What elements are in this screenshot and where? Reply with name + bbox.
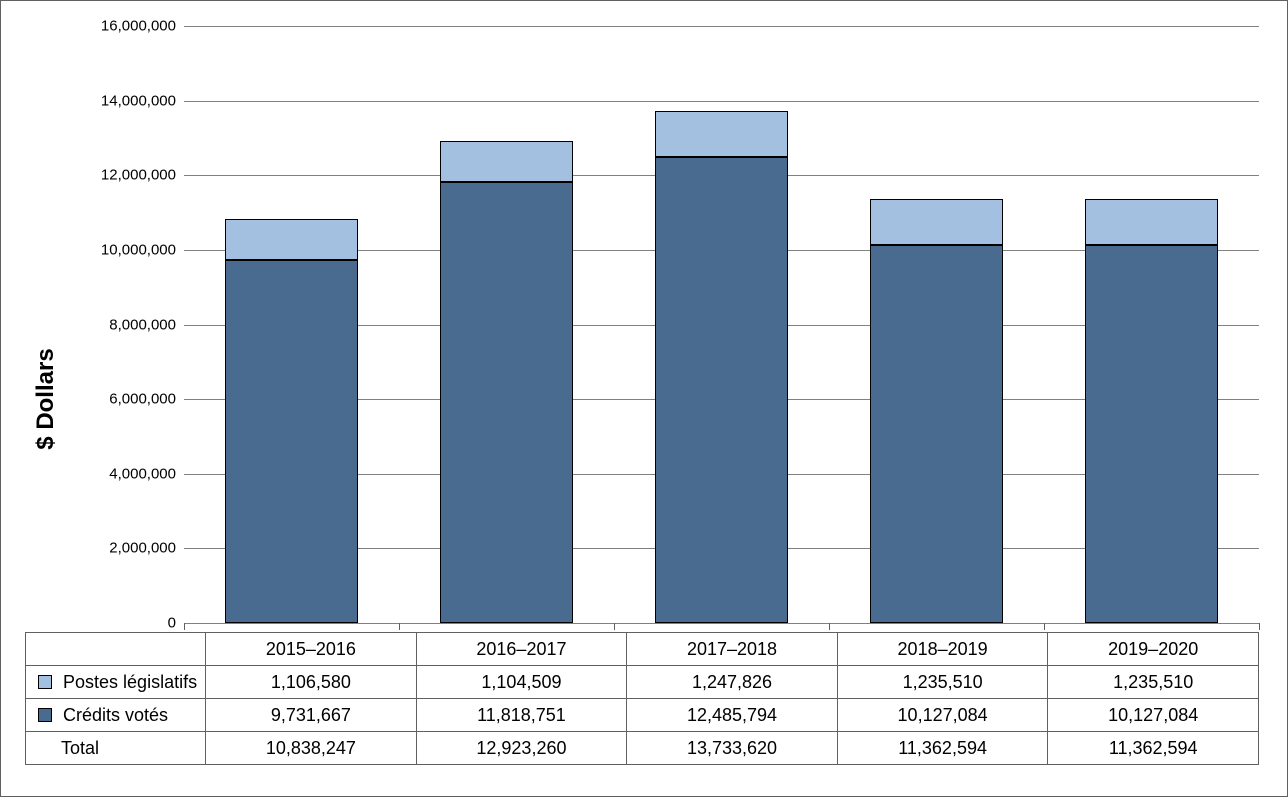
series-row-credits-votes: Crédits votés 9,731,66711,818,75112,485,… [26,699,1259,732]
bar-segment-credits-votes [1085,245,1218,623]
bar-4 [1085,26,1218,623]
legend-swatch-spacer [38,742,50,754]
bar-2 [655,26,788,623]
x-tick-mark [614,623,615,630]
chart-frame: $ Dollars 02,000,0004,000,0006,000,0008,… [0,0,1288,797]
category-cell: 2017–2018 [627,633,838,666]
gridline [184,623,1259,624]
value-cell-credits-votes: 9,731,667 [206,699,417,732]
bar-segment-postes-legislatifs [870,199,1003,245]
bar-segment-credits-votes [655,157,788,623]
bar-segment-credits-votes [870,245,1003,623]
y-tick-label: 4,000,000 [109,465,176,482]
y-axis-title: $ Dollars [32,348,60,449]
value-cell-postes-legislatifs: 1,235,510 [1048,666,1259,699]
category-cell: 2019–2020 [1048,633,1259,666]
data-table: 2015–20162016–20172017–20182018–20192019… [25,632,1259,765]
x-tick-mark [1259,623,1260,630]
category-row: 2015–20162016–20172017–20182018–20192019… [26,633,1259,666]
legend-label-credits-votes: Crédits votés [63,705,168,725]
y-tick-label: 2,000,000 [109,540,176,557]
plot-area: 02,000,0004,000,0006,000,0008,000,00010,… [184,26,1259,623]
y-tick-label: 14,000,000 [101,92,176,109]
x-tick-mark [1044,623,1045,630]
bar-segment-postes-legislatifs [1085,199,1218,245]
value-cell-credits-votes: 11,818,751 [416,699,627,732]
x-tick-mark [184,623,185,630]
value-cell-total: 11,362,594 [837,732,1048,765]
bar-segment-credits-votes [440,182,573,623]
y-tick-label: 10,000,000 [101,241,176,258]
category-cell: 2015–2016 [206,633,417,666]
y-tick-label: 0 [168,615,176,632]
bar-3 [870,26,1003,623]
value-cell-credits-votes: 12,485,794 [627,699,838,732]
series-row-postes-legislatifs: Postes législatifs 1,106,5801,104,5091,2… [26,666,1259,699]
y-tick-label: 12,000,000 [101,167,176,184]
value-cell-postes-legislatifs: 1,235,510 [837,666,1048,699]
legend-label-postes-legislatifs: Postes législatifs [63,672,197,692]
totals-label: Total [61,738,99,758]
y-tick-label: 6,000,000 [109,391,176,408]
bar-segment-postes-legislatifs [655,111,788,158]
value-cell-total: 12,923,260 [416,732,627,765]
category-cell: 2016–2017 [416,633,627,666]
value-cell-credits-votes: 10,127,084 [837,699,1048,732]
value-cell-postes-legislatifs: 1,247,826 [627,666,838,699]
x-tick-mark [399,623,400,630]
value-cell-total: 11,362,594 [1048,732,1259,765]
bar-0 [225,26,358,623]
bar-segment-postes-legislatifs [225,219,358,260]
value-cell-credits-votes: 10,127,084 [1048,699,1259,732]
legend-swatch-postes-legislatifs [38,675,52,689]
bar-segment-postes-legislatifs [440,141,573,182]
bar-1 [440,26,573,623]
value-cell-total: 10,838,247 [206,732,417,765]
legend-swatch-credits-votes [38,708,52,722]
y-tick-label: 16,000,000 [101,18,176,35]
totals-row: Total 10,838,24712,923,26013,733,62011,3… [26,732,1259,765]
x-tick-mark [829,623,830,630]
value-cell-postes-legislatifs: 1,104,509 [416,666,627,699]
value-cell-total: 13,733,620 [627,732,838,765]
category-cell: 2018–2019 [837,633,1048,666]
bar-segment-credits-votes [225,260,358,623]
y-tick-label: 8,000,000 [109,316,176,333]
value-cell-postes-legislatifs: 1,106,580 [206,666,417,699]
